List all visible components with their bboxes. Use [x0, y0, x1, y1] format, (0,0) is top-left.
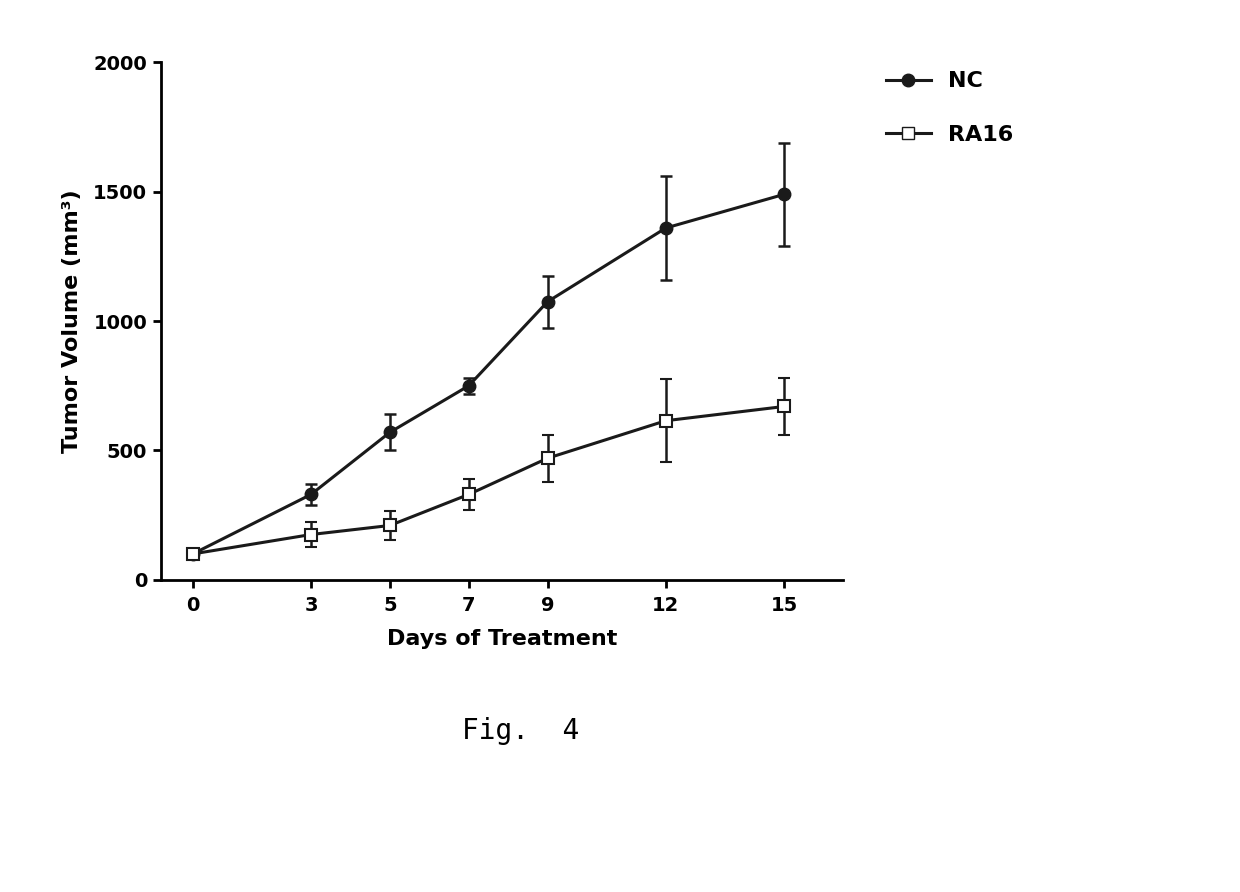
Y-axis label: Tumor Volume (mm³): Tumor Volume (mm³)	[62, 189, 82, 453]
Legend: NC, RA16: NC, RA16	[878, 62, 1023, 153]
X-axis label: Days of Treatment: Days of Treatment	[387, 630, 618, 649]
Text: Fig.  4: Fig. 4	[463, 717, 579, 746]
